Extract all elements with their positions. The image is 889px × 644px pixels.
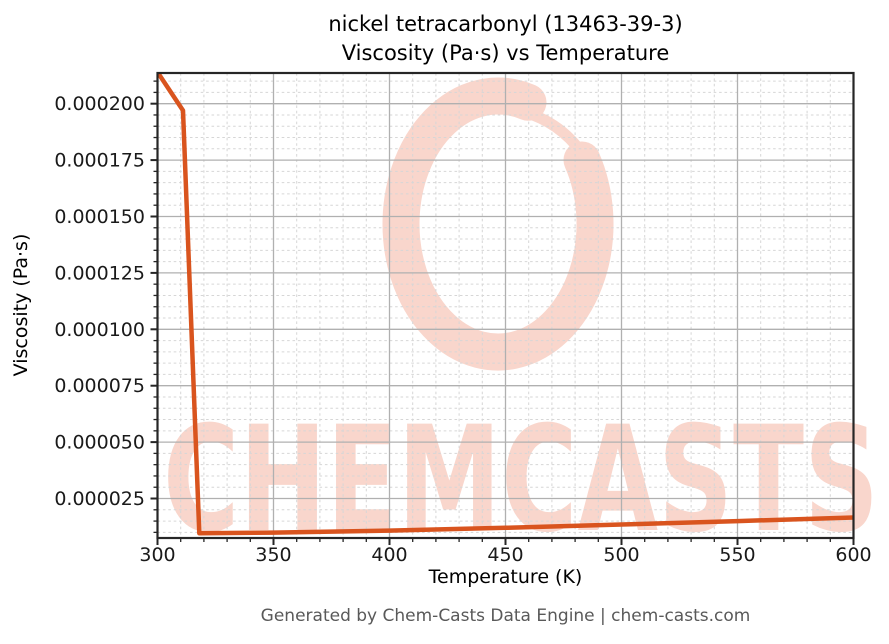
chart-title: nickel tetracarbonyl (13463-39-3) Viscos… bbox=[157, 10, 854, 68]
watermark-group: CHEMCASTS bbox=[163, 77, 879, 565]
x-axis-label: Temperature (K) bbox=[428, 566, 583, 588]
viscosity-line bbox=[157, 73, 854, 536]
chart-title-line2: Viscosity (Pa·s) vs Temperature bbox=[341, 41, 670, 65]
watermark-logo-tail bbox=[566, 192, 609, 306]
y-tick-label: 0.000025 bbox=[54, 488, 145, 510]
y-tick-label: 0.000100 bbox=[54, 319, 145, 341]
tick-labels: 300 350 400 450 500 550 600 0.000025 0.000050 0.0… bbox=[54, 93, 871, 566]
y-axis-label: Viscosity (Pa·s) bbox=[10, 233, 32, 377]
major-grid bbox=[156, 73, 855, 538]
chart-title-line1: nickel tetracarbonyl (13463-39-3) bbox=[328, 12, 683, 36]
x-tick-label: 400 bbox=[371, 544, 407, 566]
x-tick-label: 600 bbox=[835, 544, 871, 566]
y-tick-label: 0.000125 bbox=[54, 262, 145, 284]
x-tick-label: 500 bbox=[603, 544, 639, 566]
x-tick-label: 450 bbox=[487, 544, 523, 566]
axis-ticks bbox=[150, 80, 855, 545]
x-tick-label: 350 bbox=[255, 544, 291, 566]
y-tick-label: 0.000075 bbox=[54, 375, 145, 397]
x-tick-label: 300 bbox=[139, 544, 175, 566]
x-tick-label: 550 bbox=[719, 544, 755, 566]
y-tick-label: 0.000175 bbox=[54, 150, 145, 172]
y-tick-label: 0.000150 bbox=[54, 206, 145, 228]
y-tick-label: 0.000050 bbox=[54, 432, 145, 454]
watermark-text: CHEMCASTS bbox=[163, 395, 879, 565]
footer-credit: Generated by Chem-Casts Data Engine | ch… bbox=[260, 606, 751, 626]
y-tick-label: 0.000200 bbox=[54, 93, 145, 115]
